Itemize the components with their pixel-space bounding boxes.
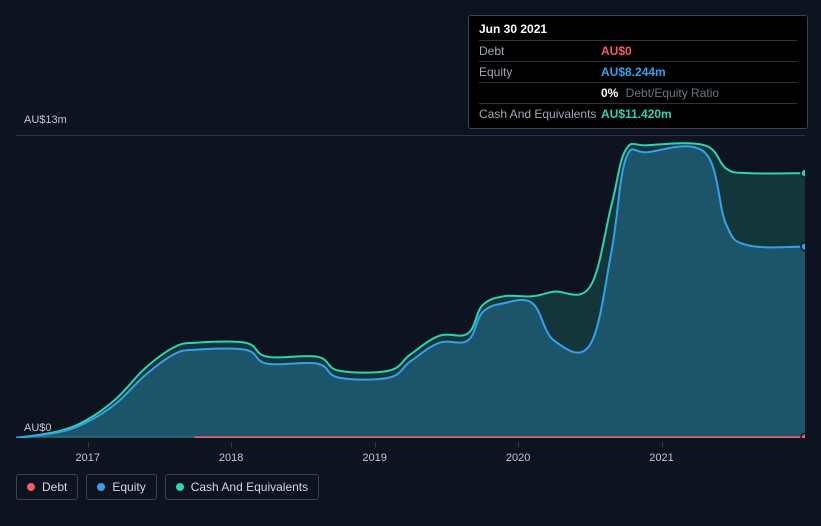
legend-item-equity[interactable]: Equity bbox=[86, 474, 156, 500]
area-equity bbox=[16, 146, 805, 438]
end-marker-equity bbox=[801, 243, 805, 251]
x-label: 2020 bbox=[506, 452, 530, 464]
x-tick bbox=[231, 442, 232, 448]
tooltip-label: Cash And Equivalents bbox=[479, 107, 601, 121]
tooltip-label: Equity bbox=[479, 65, 601, 79]
tooltip-row: DebtAU$0 bbox=[479, 40, 797, 61]
tooltip-sub: Debt/Equity Ratio bbox=[622, 86, 719, 100]
x-axis: 2017 2018 2019 2020 2021 bbox=[16, 442, 805, 472]
tooltip-label bbox=[479, 86, 601, 100]
tooltip-value: AU$11.420m bbox=[601, 107, 672, 121]
tooltip-row: 0% Debt/Equity Ratio bbox=[479, 82, 797, 103]
legend-label: Equity bbox=[112, 480, 145, 494]
tooltip-row: EquityAU$8.244m bbox=[479, 61, 797, 82]
plot-region[interactable] bbox=[16, 135, 805, 437]
legend-label: Cash And Equivalents bbox=[191, 480, 308, 494]
legend: Debt Equity Cash And Equivalents bbox=[16, 474, 319, 500]
tooltip-value: 0% Debt/Equity Ratio bbox=[601, 86, 719, 100]
end-marker-cash-and-equivalents bbox=[801, 169, 805, 177]
x-label: 2017 bbox=[75, 452, 99, 464]
chart-tooltip: Jun 30 2021 DebtAU$0EquityAU$8.244m0% De… bbox=[468, 15, 808, 129]
tooltip-value: AU$0 bbox=[601, 44, 632, 58]
x-tick bbox=[375, 442, 376, 448]
x-tick bbox=[662, 442, 663, 448]
tooltip-rows: DebtAU$0EquityAU$8.244m0% Debt/Equity Ra… bbox=[479, 40, 797, 124]
tooltip-label: Debt bbox=[479, 44, 601, 58]
legend-item-cash-and-equivalents[interactable]: Cash And Equivalents bbox=[165, 474, 319, 500]
x-label: 2019 bbox=[362, 452, 386, 464]
tooltip-date: Jun 30 2021 bbox=[479, 22, 797, 40]
tooltip-row: Cash And EquivalentsAU$11.420m bbox=[479, 103, 797, 124]
tooltip-value: AU$8.244m bbox=[601, 65, 666, 79]
x-tick bbox=[88, 442, 89, 448]
x-label: 2021 bbox=[649, 452, 673, 464]
legend-dot-icon bbox=[27, 483, 35, 491]
y-axis-top-label: AU$13m bbox=[24, 114, 67, 126]
legend-dot-icon bbox=[97, 483, 105, 491]
legend-dot-icon bbox=[176, 483, 184, 491]
legend-label: Debt bbox=[42, 480, 67, 494]
legend-item-debt[interactable]: Debt bbox=[16, 474, 78, 500]
x-label: 2018 bbox=[219, 452, 243, 464]
x-tick bbox=[518, 442, 519, 448]
